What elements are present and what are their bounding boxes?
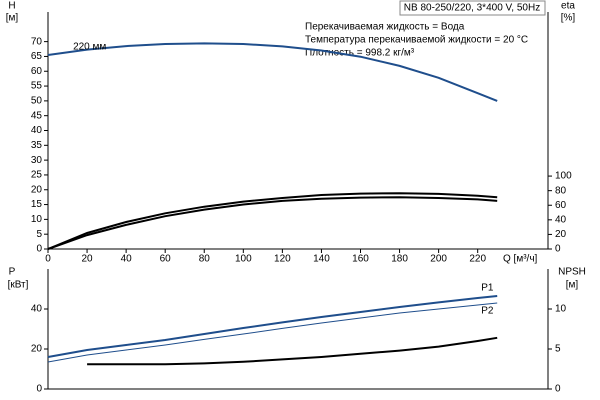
- x-axis-label: Q [м³/ч]: [503, 254, 538, 265]
- x-tick-label: 0: [45, 254, 51, 265]
- curve: [47, 196, 498, 250]
- y2-tick-label: 40: [555, 214, 567, 225]
- y2-axis-label: NPSH: [558, 267, 586, 278]
- y-tick-label: 20: [31, 344, 43, 355]
- x-tick-label: 60: [160, 254, 172, 265]
- x-tick-label: 100: [235, 254, 252, 265]
- y-tick-label: 25: [31, 170, 43, 181]
- y-axis-label: H: [8, 1, 15, 12]
- y-tick-label: 0: [36, 384, 42, 395]
- title-box: [399, 0, 546, 16]
- y-tick-label: 65: [31, 51, 43, 62]
- curve-label: 220 мм: [73, 41, 106, 52]
- y-tick-label: 5: [36, 229, 42, 240]
- y-tick-label: 35: [31, 140, 43, 151]
- y2-tick-label: 0: [555, 384, 561, 395]
- y2-tick-label: 60: [555, 200, 567, 211]
- curve: [47, 42, 498, 102]
- x-tick-label: 160: [352, 254, 369, 265]
- x-tick-label: 80: [199, 254, 211, 265]
- curve-label: P1: [481, 283, 494, 294]
- y-tick-label: 10: [31, 214, 43, 225]
- x-tick-label: 180: [391, 254, 408, 265]
- curve: [47, 295, 498, 358]
- y-tick-label: 60: [31, 66, 43, 77]
- x-tick-label: 120: [274, 254, 291, 265]
- y2-tick-label: 0: [555, 244, 561, 255]
- note: Температура перекачиваемой жидкости = 20…: [305, 35, 528, 46]
- x-tick-label: 140: [313, 254, 330, 265]
- y-tick-label: 50: [31, 96, 43, 107]
- y-axis-unit: [кВт]: [8, 280, 29, 291]
- y2-tick-label: 10: [555, 304, 567, 315]
- y-tick-label: 0: [36, 244, 42, 255]
- x-tick-label: 40: [121, 254, 133, 265]
- curve-label: P2: [481, 306, 494, 317]
- y-tick-label: 30: [31, 155, 43, 166]
- chart-title: NB 80-250/220, 3*400 V, 50Hz: [404, 3, 540, 14]
- y2-axis-unit: [%]: [561, 13, 576, 24]
- y2-tick-label: 5: [555, 344, 561, 355]
- y2-tick-label: 100: [555, 171, 572, 182]
- y2-tick-label: 80: [555, 185, 567, 196]
- y-axis-unit: [м]: [6, 13, 19, 24]
- y-tick-label: 45: [31, 110, 43, 121]
- y-axis-label: P: [9, 267, 16, 278]
- note: Плотность = 998.2 кг/м³: [305, 48, 415, 59]
- x-tick-label: 20: [82, 254, 94, 265]
- y-tick-label: 40: [31, 304, 43, 315]
- x-tick-label: 220: [469, 254, 486, 265]
- curve: [47, 192, 498, 250]
- note: Перекачиваемая жидкость = Вода: [305, 22, 465, 33]
- y-tick-label: 70: [31, 36, 43, 47]
- y-tick-label: 20: [31, 184, 43, 195]
- y-tick-label: 55: [31, 81, 43, 92]
- y2-axis-label: eta: [561, 1, 575, 12]
- curve: [47, 302, 498, 363]
- y-tick-label: 40: [31, 125, 43, 136]
- y2-axis-unit: [м]: [566, 280, 579, 291]
- y-tick-label: 15: [31, 199, 43, 210]
- curve: [87, 336, 498, 366]
- x-tick-label: 200: [430, 254, 447, 265]
- y2-tick-label: 20: [555, 229, 567, 240]
